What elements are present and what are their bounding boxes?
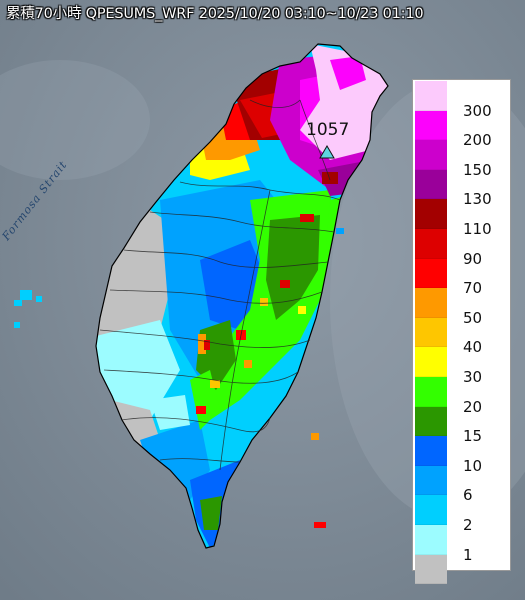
green-island xyxy=(311,433,319,440)
legend-label: 70 xyxy=(463,279,483,298)
map-title: 累積70小時 QPESUMS_WRF 2025/10/20 03:10~10/2… xyxy=(6,6,424,22)
legend-swatch xyxy=(415,495,447,525)
max-station-value: 1057 xyxy=(306,120,350,140)
rainfall-field xyxy=(96,44,388,548)
legend-label: 6 xyxy=(463,486,473,505)
legend-label: 90 xyxy=(463,249,483,268)
legend-swatch xyxy=(415,347,447,377)
legend-swatch xyxy=(415,465,447,496)
color-legend: 300 200 150 130 110 90 70 50 40 30 20 15 10 6 2 1 xyxy=(412,79,511,585)
legend-label: 15 xyxy=(463,427,483,446)
legend-swatch xyxy=(415,199,447,229)
legend-swatch xyxy=(415,288,447,318)
penghu-islands xyxy=(20,290,32,300)
triangle-icon[interactable] xyxy=(319,145,335,159)
legend-label: 1 xyxy=(463,545,473,564)
legend-swatch xyxy=(415,258,447,289)
legend-swatch xyxy=(415,140,447,170)
legend-swatch xyxy=(415,317,447,348)
legend-label: 10 xyxy=(463,456,483,475)
legend-swatch xyxy=(415,228,447,259)
legend-label: 110 xyxy=(463,220,492,238)
legend-label: 20 xyxy=(463,397,483,416)
legend-swatch xyxy=(415,436,447,466)
orchid-island xyxy=(314,522,326,528)
legend-swatch xyxy=(415,554,447,585)
boundaries xyxy=(99,99,341,471)
legend-label: 130 xyxy=(463,190,492,209)
legend-label: 2 xyxy=(463,516,473,534)
legend-label: 30 xyxy=(463,368,483,386)
legend-swatches xyxy=(415,81,447,585)
legend-swatch xyxy=(415,169,447,200)
legend-label: 40 xyxy=(463,338,483,357)
legend-label: 150 xyxy=(463,160,492,179)
legend-swatch xyxy=(415,406,447,437)
legend-swatch xyxy=(415,81,447,111)
legend-label: 50 xyxy=(463,308,483,327)
legend-swatch xyxy=(415,524,447,555)
legend-swatch xyxy=(415,376,447,407)
legend-label: 200 xyxy=(463,131,492,150)
legend-label: 300 xyxy=(463,101,492,120)
legend-swatch xyxy=(415,110,447,141)
